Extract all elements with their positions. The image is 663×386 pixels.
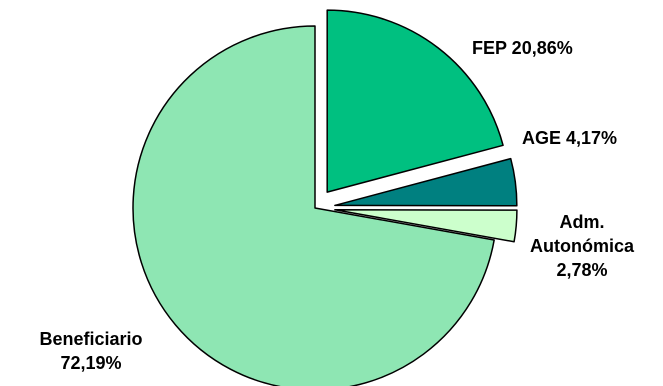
- slice-label-ben-line1: Beneficiario: [39, 329, 143, 349]
- slice-label-fep: FEP 20,86%: [472, 38, 573, 58]
- pie-slice-fep: [326, 9, 504, 193]
- pie-slice-beneficiario: [132, 25, 495, 386]
- slice-label-beneficiario: Beneficiario 72,19%: [16, 327, 166, 375]
- slice-label-adm-line2: Autonómica: [529, 236, 634, 256]
- pie-slice-adm-auton-mica: [334, 209, 518, 243]
- slice-label-age: AGE 4,17%: [522, 128, 618, 148]
- pie-slice-age: [334, 157, 518, 207]
- slice-label-ben-line2: 72,19%: [60, 353, 122, 373]
- slice-label-adm-autonomica: Adm. Autonómica 2,78%: [506, 210, 658, 282]
- slice-label-adm-line1: Adm.: [559, 212, 605, 232]
- slice-label-adm-line3: 2,78%: [556, 260, 608, 280]
